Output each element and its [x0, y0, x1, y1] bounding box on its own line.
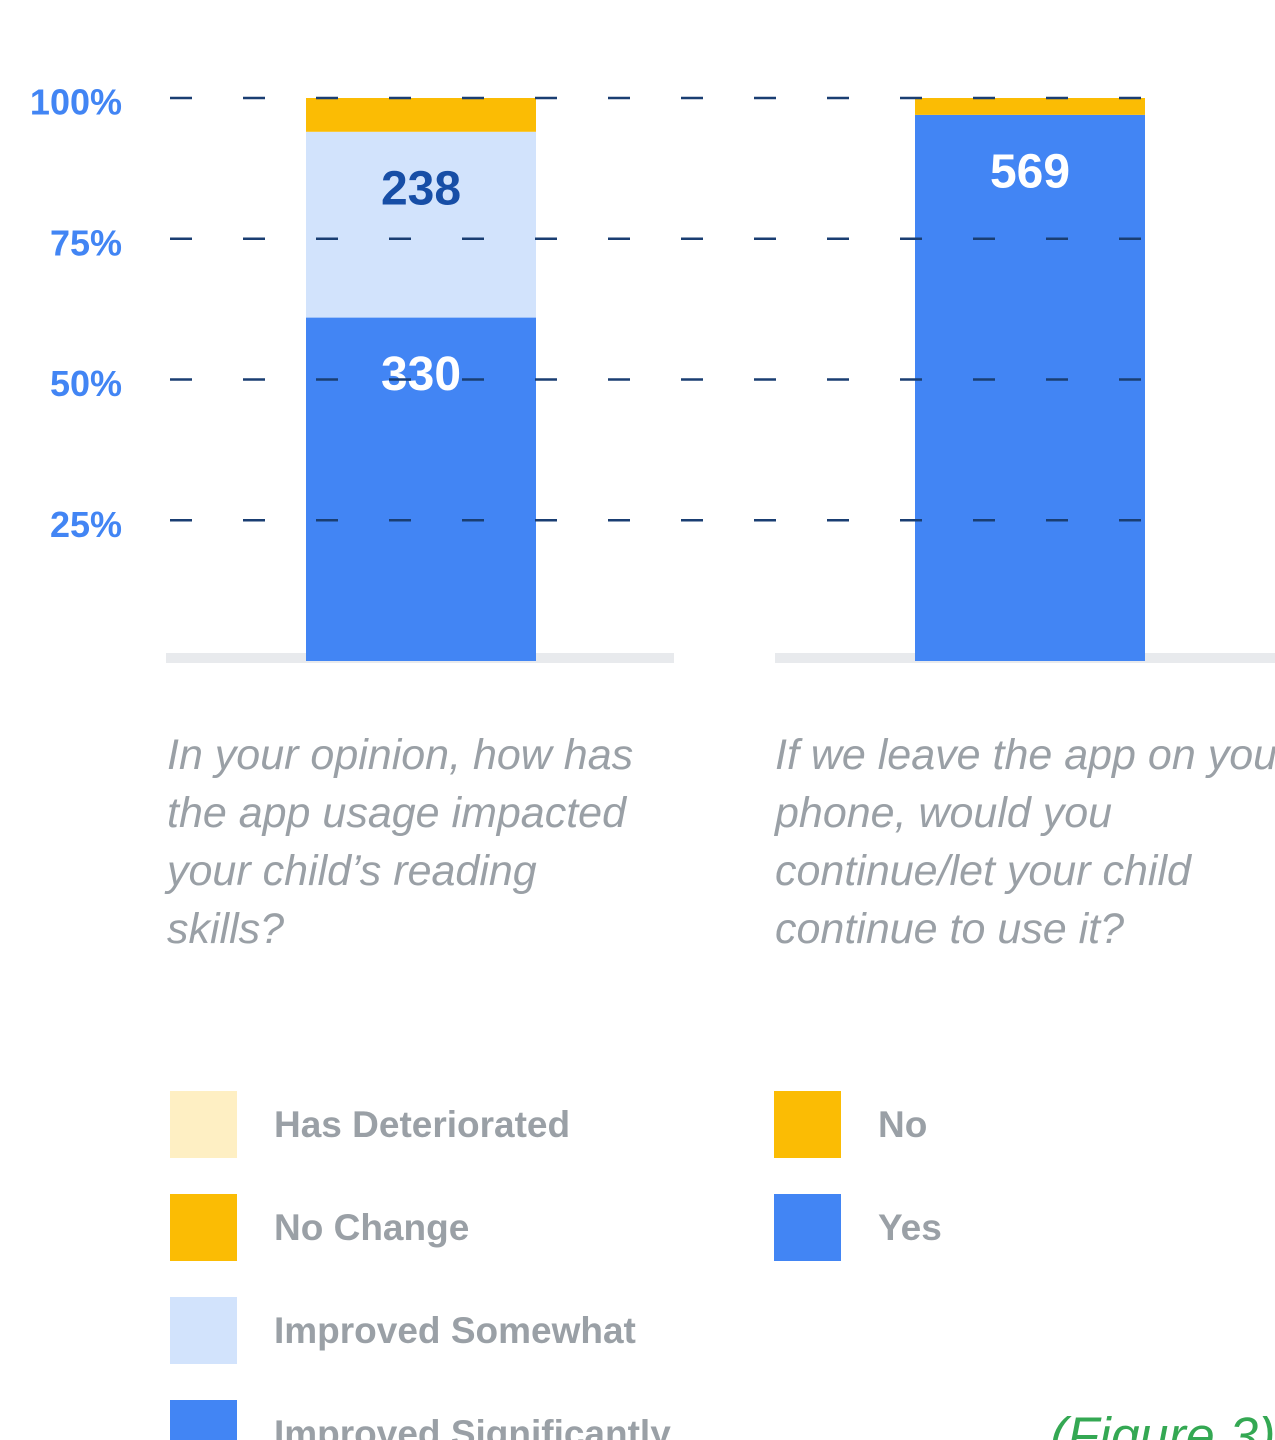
bar-segment [306, 317, 536, 661]
bar-segment [915, 98, 1145, 115]
legend-swatch [774, 1194, 841, 1261]
legend-label: Improved Somewhat [274, 1310, 636, 1351]
legend-swatch [774, 1091, 841, 1158]
data-label: 238 [381, 162, 461, 215]
bar-segment [306, 131, 536, 318]
y-tick-label: 25% [50, 504, 122, 545]
legend-label: Yes [878, 1207, 942, 1248]
question: In your opinion, how has the app usage i… [167, 731, 634, 953]
question: If we leave the app on your phone, would… [775, 731, 1275, 953]
data-label: 330 [381, 348, 461, 401]
y-tick-label: 100% [30, 82, 122, 123]
legend-swatch [170, 1297, 237, 1364]
legend-swatch [170, 1091, 237, 1158]
bar-segment [306, 98, 536, 132]
data-label: 569 [990, 146, 1070, 199]
y-tick-label: 50% [50, 363, 122, 404]
caption: (Figure 3) [1050, 1408, 1275, 1440]
legend-label: No Change [274, 1207, 469, 1248]
legend-label: No [878, 1104, 927, 1145]
legend-swatch [170, 1400, 237, 1440]
legend-swatch [170, 1194, 237, 1261]
y-tick-label: 75% [50, 222, 122, 263]
legend-label: Has Deteriorated [274, 1104, 570, 1145]
legend-label: Improved Significantly [274, 1413, 671, 1440]
bar-segment [915, 114, 1145, 661]
